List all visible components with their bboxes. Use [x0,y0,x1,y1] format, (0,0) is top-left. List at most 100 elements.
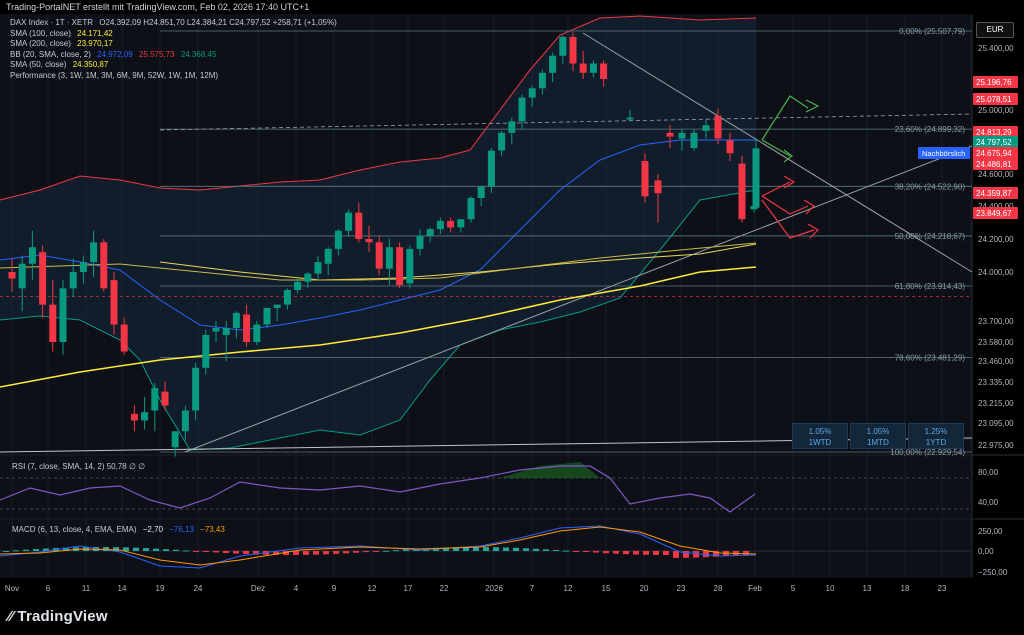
legend-symbol[interactable]: DAX Index · 1T · XETR [10,18,93,27]
macd-hist-bar [703,551,709,558]
candle-body [726,140,734,154]
macd-hist-bar [713,551,719,557]
x-tick-label: 2026 [485,584,503,593]
macd-hist-bar [243,551,249,555]
macd-hist-bar [303,551,309,555]
macd-hist-bar [743,551,749,555]
macd-hist-bar [403,549,409,551]
dashed-trendline [159,113,973,131]
bb-upper-line [0,15,757,201]
y-tick-label: 23.215,00 [978,399,1014,408]
candle-body [232,312,240,328]
perf-box-1wtd: 1.05% 1WTD [792,423,848,449]
candle-body [151,388,159,411]
macd-hist-bar [283,551,289,555]
macd-hist-bar [583,551,589,552]
candle-body [365,239,373,243]
candle-body [212,328,220,332]
macd-hist-bar [653,551,659,555]
candle-body [192,367,200,411]
candle-body [90,242,98,263]
candle-body [120,324,128,352]
legend-sma50-row[interactable]: SMA (50, close) 24.350,87 [10,60,337,71]
legend-ohlc: O24.392,09 H24.851,70 L24.384,21 C24.797… [99,18,337,27]
rsi-line [0,465,756,513]
legend-sma100-label: SMA (100, close) [10,28,71,38]
candle-body [59,288,67,342]
y-tick-label: 23.460,00 [978,357,1014,366]
tradingview-logo[interactable]: ⁄⁄ TradingView [8,608,108,625]
legend-performance-row[interactable]: Performance (3, 1W, 1M, 3M, 6M, 9M, 52W,… [10,71,337,82]
macd-hist-bar [603,551,609,554]
macd-signal-line [0,526,757,566]
y-tick-label: 24.200,00 [978,235,1014,244]
candle-body [589,63,597,73]
candle-body [202,335,210,368]
x-tick-label: 12 [368,584,377,593]
legend-sma200-row[interactable]: SMA (200, close) 23.970,17 [10,39,337,50]
macd-hist-bar [43,548,49,551]
candle-body [416,235,424,249]
price-tag-bg [918,147,970,159]
candle-body [324,248,332,264]
legend-bb-label: BB (20, SMA, close, 2) [10,49,91,59]
macd-legend[interactable]: MACD (6, 13, close, 4, EMA, EMA) −2,70 −… [12,525,225,534]
x-tick-label: 11 [82,584,91,593]
macd-hist-bar [293,551,299,555]
macd-hist-bar [573,551,579,552]
macd-hist-bar [453,547,459,551]
legend-sma100-row[interactable]: SMA (100, close) 24.171,42 [10,29,337,40]
macd-hist-bar [613,551,619,554]
legend-sma100-value: 24.171,42 [77,28,113,38]
price-tag: Nachbörslich [922,149,965,158]
rsi-pane [0,456,972,518]
perf-box-1mtd: 1.05% 1MTD [850,423,906,449]
header-credit: Trading-PortalNET erstellt mit TradingVi… [6,2,310,12]
x-tick-label: Feb [748,584,762,593]
brand-name: TradingView [17,608,108,625]
candle-body [8,272,16,279]
candle-body [355,212,363,239]
macd-legend-v1: −2,70 [142,525,163,534]
rsi-legend[interactable]: RSI (7, close, SMA, 14, 2) 50,78 ∅ ∅ [12,462,146,471]
y-tick-label: 23.335,00 [978,378,1014,387]
candle-body [253,324,261,342]
candle-body [752,148,760,208]
macd-hist-bar [273,551,279,555]
candle-body [334,230,342,249]
candle-body [396,247,404,286]
perf-box-1ytd: 1.25% 1YTD [908,423,964,449]
x-tick-label: 7 [530,584,535,593]
candle-body [600,63,608,79]
price-tag: 25.078,51 [976,95,1012,104]
candle-body [69,272,77,289]
macd-hist-bar [323,551,329,555]
currency-button[interactable]: EUR [976,22,1014,38]
macd-hist-bar [633,551,639,555]
price-tag: 24.675,94 [976,149,1012,158]
x-tick-label: 23 [938,584,947,593]
candle-body [28,247,36,264]
x-tick-label: 24 [194,584,203,593]
candle-body [345,212,353,231]
candle-body [181,410,189,432]
legend-bb-row[interactable]: BB (20, SMA, close, 2) 24.972,09 25.575,… [10,50,337,61]
uptrend-line [184,145,973,453]
macd-hist-bar [683,551,689,558]
indicator-legend: DAX Index · 1T · XETR O24.392,09 H24.851… [10,18,337,81]
y-tick-label: 25.000,00 [978,106,1014,115]
candle-body [447,220,455,228]
candle-body [528,88,536,98]
x-tick-label: 5 [791,584,796,593]
candle-body [39,252,47,305]
x-tick-label: Dez [251,584,265,593]
candle-body [314,262,322,274]
candle-body [690,132,698,148]
macd-legend-v3: −73,43 [200,525,225,534]
projection-arrow [761,139,791,157]
sma50-line [159,243,757,281]
candle-body [426,229,434,236]
downtrend-line [582,32,973,273]
